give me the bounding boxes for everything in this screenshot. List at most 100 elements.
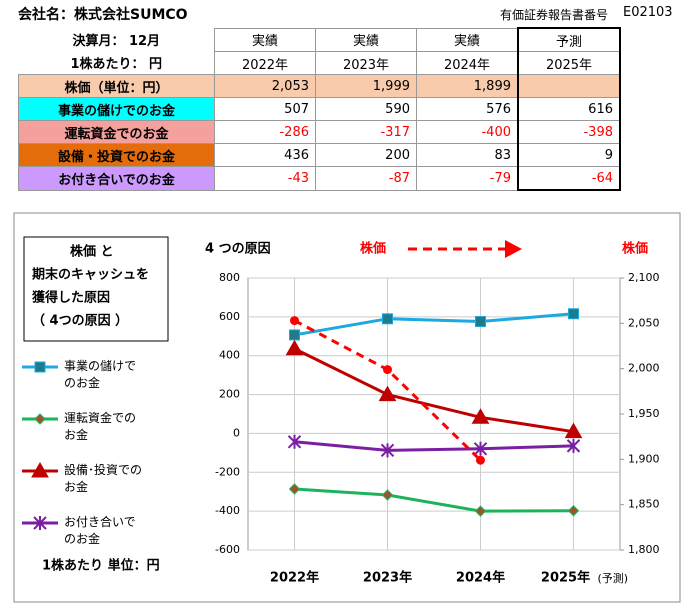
marker [474,505,487,517]
value-cell: -87 [315,166,417,191]
row-label: お付き合いでのお金 [18,166,215,191]
row: お付き合いでのお金 -43 -87 -79 -64 [18,166,621,191]
value-cell: -317 [315,120,417,144]
column-year: 2025年 [517,51,621,75]
value-cell: 9 [517,143,621,167]
value-cell: -398 [517,120,621,144]
marker [380,443,395,458]
x-tick-label: 2023年 [363,570,412,586]
title-box-line: （ 4つの原因 ） [32,313,128,329]
marker [567,505,580,517]
doc-id-label: 有価証券報告書番号 [500,8,609,22]
legend-label: 設備･投資でのお金 [64,463,143,494]
y2-tick-label: 2,100 [628,271,660,284]
series-line [293,347,574,434]
series-line [294,440,574,452]
y-tick-label: 400 [219,349,240,362]
marker [288,483,301,495]
chart-frame [13,212,681,603]
unit: 1株あたり： 円 [70,57,163,73]
y2-label: 株価 [622,241,648,257]
column-year: 2022年 [214,51,316,75]
row: 設備・投資でのお金 436 200 83 9 [18,143,621,167]
column-status: 予測 [517,27,621,52]
marker [285,339,304,356]
value-cell: 507 [214,97,316,121]
fiscal-month: 決算月： 12月 [72,34,161,50]
value-cell: -79 [416,166,519,191]
doc-id: E02103 [623,5,673,20]
value-cell: -43 [214,166,316,191]
y-tick-label: -600 [215,543,240,556]
forecast-note: (予測) [598,571,629,585]
value-cell: -64 [517,166,621,191]
value-cell: 200 [315,143,417,167]
y-tick-label: -400 [215,504,240,517]
title-box [23,236,169,342]
marker [381,489,394,501]
company: 会社名：株式会社SUMCO [18,7,188,23]
value-cell: 436 [214,143,316,167]
stock-annotation: 株価 [360,241,386,257]
value-cell: 1,999 [315,74,417,98]
row: 株価（単位：円） 2,053 1,999 1,899 [18,74,621,98]
marker [287,434,302,449]
x-tick-label: 2025年 [541,570,590,586]
marker [475,316,486,328]
stock-arrow-head [505,240,522,258]
marker [566,438,581,453]
y2-tick-label: 1,800 [628,543,660,556]
title-box-line: 獲得した原因 [32,290,110,306]
value-cell [517,74,621,98]
marker [33,516,47,530]
table: 決算月： 12月 実績 実績 実績 予測 1株あたり： 円 2022年 2023年 2024年 2… [18,27,621,191]
subtitle: 4 つの原因 [205,242,271,257]
legend-label: 事業の儲けでのお金 [64,359,137,390]
marker [378,385,397,402]
value-cell: 83 [416,143,519,167]
x-tick-label: 2024年 [456,570,505,586]
y-tick-label: 600 [219,310,240,323]
y2-tick-label: 1,850 [628,498,660,511]
series-line [294,487,574,513]
marker [568,308,579,320]
marker [31,461,49,478]
marker [564,422,583,439]
y-tick-label: 0 [233,426,240,439]
marker [290,316,299,326]
y-tick-label: -200 [215,465,240,478]
series-line [294,312,574,337]
y2-tick-label: 2,000 [628,362,660,375]
value-cell: 2,053 [214,74,316,98]
value-cell: 576 [416,97,519,121]
title-box-line: 期末のキャッシュを [32,267,149,283]
x-tick-label: 2022年 [270,570,319,586]
row-label: 株価（単位：円） [18,74,215,98]
value-cell: 590 [315,97,417,121]
y-tick-label: 800 [219,271,240,284]
y2-tick-label: 1,950 [628,407,660,420]
marker [34,413,46,425]
value-cell: -400 [416,120,519,144]
y2-tick-label: 2,050 [628,316,660,329]
column-status: 実績 [214,27,316,52]
marker [383,365,392,375]
marker [382,313,393,325]
marker [34,361,46,373]
row: 運転資金でのお金 -286 -317 -400 -398 [18,120,621,144]
marker [473,441,488,456]
marker [289,329,300,341]
legend-label: 運転資金でのお金 [64,411,137,442]
y2-tick-label: 1,900 [628,452,660,465]
title-box-line: 株価 と [70,244,114,260]
marker [476,455,485,465]
value-cell: 1,899 [416,74,519,98]
y-tick-label: 200 [219,388,240,401]
legend-label: お付き合いでのお金 [64,515,136,546]
column-status: 実績 [416,27,519,52]
row-label: 設備・投資でのお金 [18,143,215,167]
unit-note: 1株あたり 単位：円 [42,558,160,574]
marker [471,408,490,424]
